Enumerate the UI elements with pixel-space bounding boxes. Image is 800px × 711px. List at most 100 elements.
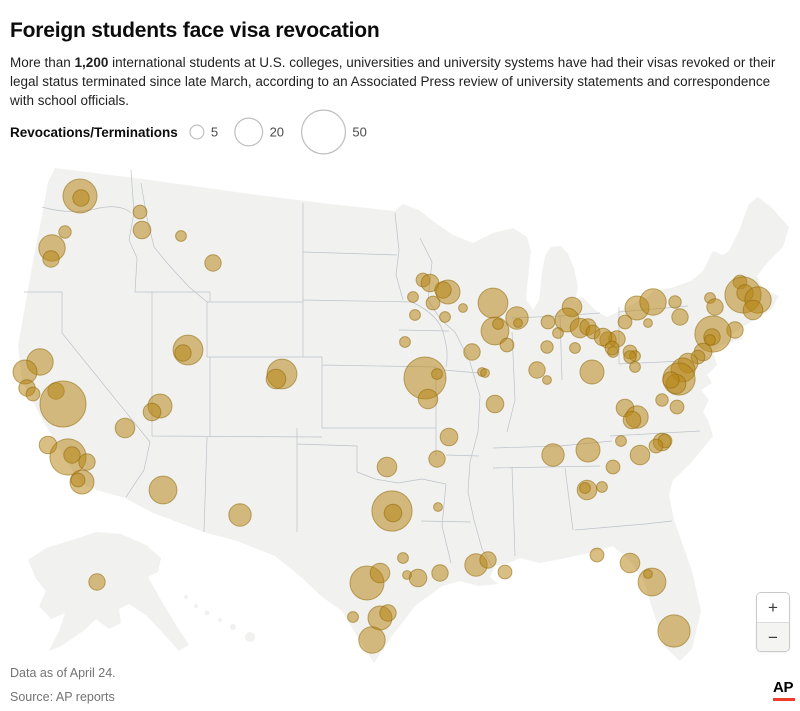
data-note: Data as of April 24. bbox=[10, 666, 116, 680]
map-bubble bbox=[706, 298, 724, 316]
zoom-out-button[interactable]: − bbox=[757, 622, 789, 651]
map-bubble bbox=[499, 337, 515, 353]
map-bubble bbox=[480, 368, 490, 378]
map-bubble bbox=[347, 611, 359, 623]
map-bubble bbox=[132, 204, 148, 220]
map-bubble bbox=[513, 318, 523, 328]
map-bubble bbox=[397, 552, 409, 564]
map-bubble bbox=[431, 564, 449, 582]
map-bubble bbox=[579, 482, 591, 494]
map-bubble bbox=[615, 435, 627, 447]
map-bubble bbox=[579, 359, 605, 385]
map-bubble bbox=[70, 472, 86, 488]
map-bubble bbox=[629, 444, 651, 466]
map-bubble bbox=[439, 427, 459, 447]
map-bubble bbox=[434, 281, 452, 299]
map-bubble bbox=[408, 568, 428, 588]
map-bubble bbox=[552, 327, 564, 339]
map-bubble bbox=[485, 394, 505, 414]
map-bubble bbox=[497, 564, 513, 580]
map-bubble bbox=[458, 303, 468, 313]
map-bubble bbox=[657, 614, 691, 648]
ap-logo-text: AP bbox=[773, 679, 794, 696]
map-bubble bbox=[540, 314, 556, 330]
legend-size-value: 20 bbox=[269, 125, 283, 140]
map-bubble bbox=[639, 288, 667, 316]
map-bubble bbox=[575, 437, 601, 463]
map-zoom-control: + − bbox=[756, 592, 790, 652]
map-bubble bbox=[428, 450, 446, 468]
legend-label: Revocations/Terminations bbox=[10, 124, 178, 140]
map-bubble bbox=[528, 361, 546, 379]
legend-size-circle bbox=[300, 109, 346, 155]
map-bubble bbox=[655, 393, 669, 407]
map-bubble bbox=[407, 291, 419, 303]
map-bubble bbox=[409, 309, 421, 321]
map-bubble bbox=[58, 225, 72, 239]
us-map-land bbox=[18, 168, 789, 663]
alaska-land bbox=[28, 532, 189, 651]
map-bubble bbox=[417, 388, 439, 410]
map-bubble bbox=[425, 295, 441, 311]
map-bubble bbox=[619, 552, 641, 574]
size-legend: Revocations/Terminations 5 20 50 bbox=[10, 104, 434, 160]
map-bubble bbox=[589, 547, 605, 563]
state-borders bbox=[24, 169, 701, 567]
map-bubble bbox=[88, 573, 106, 591]
map-bubble bbox=[668, 295, 682, 309]
map-bubble bbox=[204, 254, 222, 272]
map-bubble bbox=[540, 340, 554, 354]
map-bubble bbox=[569, 342, 581, 354]
legend-size-circle bbox=[234, 117, 264, 147]
map-bubble bbox=[399, 336, 411, 348]
map-bubble bbox=[63, 446, 81, 464]
map-bubble bbox=[479, 551, 497, 569]
map-bubble bbox=[742, 299, 764, 321]
map-bubble bbox=[541, 443, 565, 467]
map-bubble bbox=[376, 456, 398, 478]
map-bubble bbox=[662, 371, 680, 389]
legend-size-circle bbox=[189, 124, 205, 140]
map-bubble bbox=[383, 503, 403, 523]
map-bubble bbox=[132, 220, 152, 240]
map-bubble bbox=[39, 380, 87, 428]
map-bubble bbox=[228, 503, 252, 527]
map-bubble bbox=[72, 189, 90, 207]
subtitle-pre: More than bbox=[10, 54, 75, 70]
map-bubble bbox=[542, 375, 552, 385]
map-bubble bbox=[142, 402, 162, 422]
map-bubble bbox=[629, 361, 641, 373]
legend-size-circles: 5 20 50 bbox=[189, 109, 367, 155]
map-bubble bbox=[596, 481, 608, 493]
map-bubble bbox=[379, 604, 397, 622]
map-bubble bbox=[402, 570, 412, 580]
map-bubble bbox=[671, 308, 689, 326]
legend-size-value: 50 bbox=[352, 125, 366, 140]
map-bubble bbox=[265, 368, 287, 390]
zoom-in-button[interactable]: + bbox=[757, 593, 789, 622]
hawaii-islands bbox=[184, 595, 255, 642]
subtitle-highlight: 1,200 bbox=[74, 54, 109, 70]
map-bubble bbox=[643, 318, 653, 328]
map-bubble bbox=[492, 318, 504, 330]
map-bubble bbox=[25, 386, 41, 402]
map-bubble bbox=[623, 350, 637, 364]
map-bubble bbox=[643, 569, 653, 579]
ap-logo: AP bbox=[773, 679, 795, 701]
map-bubble bbox=[114, 417, 136, 439]
map-bubble bbox=[704, 334, 716, 346]
map-bubble bbox=[463, 343, 481, 361]
map-bubble bbox=[669, 399, 685, 415]
page-title: Foreign students face visa revocation bbox=[10, 19, 380, 43]
map-bubble bbox=[369, 562, 391, 584]
map-bubble bbox=[593, 327, 613, 347]
map-bubble bbox=[358, 626, 386, 654]
map-bubble bbox=[148, 475, 178, 505]
us-bubble-map[interactable] bbox=[0, 155, 800, 665]
map-bubble bbox=[175, 230, 187, 242]
map-bubble bbox=[605, 459, 621, 475]
map-bubble bbox=[431, 368, 443, 380]
map-bubble bbox=[439, 311, 451, 323]
map-bubble bbox=[78, 453, 96, 471]
